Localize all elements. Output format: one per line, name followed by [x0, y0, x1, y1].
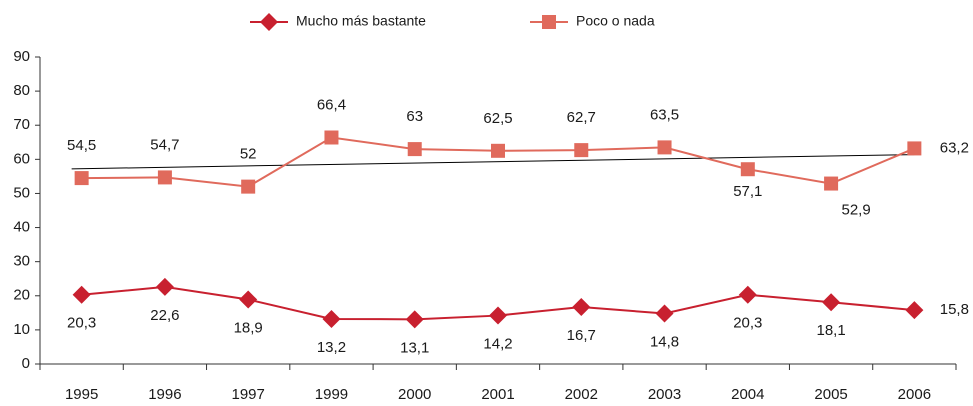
data-point	[155, 277, 174, 296]
y-tick-label: 80	[13, 82, 30, 99]
legend-marker	[542, 15, 556, 29]
legend-marker	[260, 13, 278, 31]
data-label: 63,5	[650, 106, 679, 123]
data-point	[905, 301, 924, 320]
data-point	[738, 285, 757, 304]
x-tick-label: 2004	[731, 386, 764, 403]
data-point	[572, 298, 591, 317]
y-tick-label: 90	[13, 48, 30, 65]
x-tick-label: 1995	[65, 386, 98, 403]
data-point	[239, 290, 258, 309]
data-label: 62,7	[567, 109, 596, 126]
x-tick-label: 2005	[814, 386, 847, 403]
data-label: 66,4	[317, 96, 346, 113]
data-label: 13,2	[317, 339, 346, 356]
y-tick-label: 10	[13, 321, 30, 338]
data-point	[740, 162, 755, 177]
y-tick-label: 50	[13, 184, 30, 201]
x-tick-label: 1996	[148, 386, 181, 403]
data-label: 15,8	[940, 301, 969, 318]
data-point	[491, 143, 505, 158]
data-point	[824, 176, 839, 191]
y-tick-label: 20	[13, 287, 30, 304]
data-point	[574, 143, 589, 158]
data-label: 14,8	[650, 333, 679, 350]
data-point	[74, 171, 89, 186]
data-label: 62,5	[483, 110, 512, 127]
trendline	[71, 154, 915, 170]
data-point	[489, 306, 507, 325]
x-tick-label: 2002	[565, 386, 598, 403]
data-label: 20,3	[733, 315, 762, 332]
data-point	[157, 170, 172, 185]
data-point	[322, 309, 341, 328]
legend-label: Mucho más bastante	[296, 13, 426, 29]
y-tick-label: 60	[13, 150, 30, 167]
data-label: 52,9	[841, 202, 870, 219]
data-label: 54,5	[67, 137, 96, 154]
data-point	[822, 293, 841, 312]
data-label: 18,9	[234, 319, 263, 336]
data-label: 57,1	[733, 183, 762, 200]
data-label: 16,7	[567, 327, 596, 344]
x-tick-label: 2003	[648, 386, 681, 403]
y-tick-label: 70	[13, 116, 30, 133]
data-point	[72, 285, 91, 304]
data-label: 54,7	[150, 136, 179, 153]
y-tick-label: 30	[13, 253, 30, 270]
data-point	[655, 304, 674, 323]
data-point	[907, 141, 922, 156]
legend-label: Poco o nada	[576, 13, 655, 29]
data-point	[407, 142, 422, 157]
x-tick-label: 1997	[231, 386, 264, 403]
data-label: 18,1	[816, 322, 845, 339]
x-tick-label: 2000	[398, 386, 431, 403]
data-label: 63,2	[940, 139, 969, 156]
data-point	[324, 130, 339, 145]
x-tick-label: 1999	[315, 386, 348, 403]
data-point	[241, 179, 256, 194]
data-label: 22,6	[150, 307, 179, 324]
data-point	[405, 310, 424, 329]
data-point	[657, 140, 672, 155]
data-label: 14,2	[483, 336, 512, 353]
data-label: 20,3	[67, 315, 96, 332]
x-tick-label: 2006	[898, 386, 931, 403]
data-label: 63	[406, 108, 423, 125]
data-label: 13,1	[400, 339, 429, 356]
y-tick-label: 40	[13, 219, 30, 236]
x-tick-label: 2001	[481, 386, 514, 403]
data-label: 52	[240, 146, 257, 163]
y-tick-label: 0	[22, 355, 30, 372]
